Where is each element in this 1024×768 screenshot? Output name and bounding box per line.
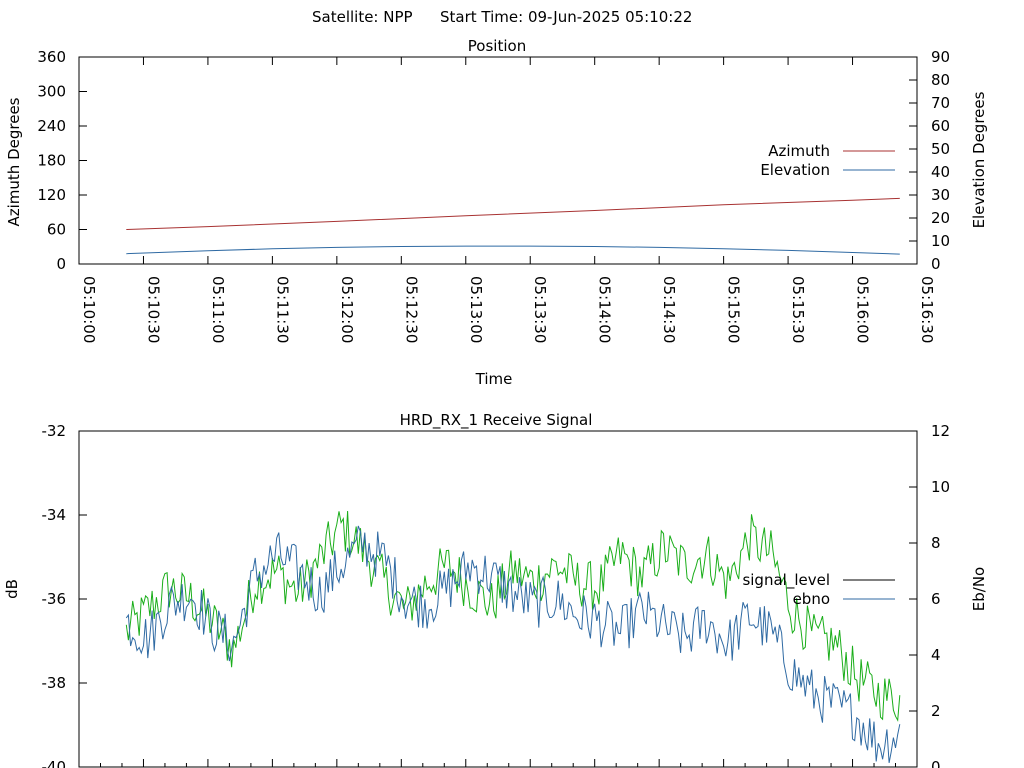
x-tick-label: 05:11:00 — [209, 276, 227, 343]
legend-label-elevation: Elevation — [760, 161, 830, 179]
position-legend: Azimuth Elevation — [760, 142, 895, 179]
x-tick-label: 05:12:00 — [338, 276, 356, 343]
signal-ebno-axis: 0 2 4 6 8 10 12 — [909, 422, 950, 768]
y2-tick-label: 60 — [931, 117, 950, 135]
y2-tick-label: 30 — [931, 186, 950, 204]
signal-legend: signal_level ebno — [742, 571, 895, 608]
x-tick-label: 05:13:30 — [531, 276, 549, 343]
series-line-elevation — [126, 245, 900, 255]
x-tick-label: 05:13:00 — [467, 276, 485, 343]
y-tick-label: 300 — [37, 83, 66, 101]
y-tick-label: -36 — [42, 590, 67, 608]
y2-tick-label: 80 — [931, 71, 950, 89]
legend-label-azimuth: Azimuth — [768, 142, 830, 160]
position-elevation-axis: 0 10 20 30 40 50 60 70 80 90 — [909, 48, 950, 273]
y2-tick-label: 40 — [931, 163, 950, 181]
position-y2-axis-label: Elevation Degrees — [970, 91, 988, 228]
y-tick-label: 240 — [37, 117, 66, 135]
x-tick-label: 05:10:30 — [144, 276, 162, 343]
y2-tick-label: 10 — [931, 232, 950, 250]
position-time-axis: 05:10:00 05:10:30 05:11:00 05:11:30 05:12:00… — [78, 57, 936, 343]
y-tick-label: 360 — [37, 48, 66, 66]
x-tick-label: 05:10:00 — [80, 276, 98, 343]
start-time-label: Start Time: 09-Jun-2025 05:10:22 — [440, 8, 692, 26]
y2-tick-label: 0 — [931, 758, 941, 768]
x-tick-label: 05:11:30 — [273, 276, 291, 343]
series-line-azimuth — [126, 197, 900, 230]
x-tick-label: 05:15:30 — [789, 276, 807, 343]
y2-tick-label: 2 — [931, 702, 941, 720]
signal-db-axis: -40 -38 -36 -34 -32 — [42, 422, 87, 768]
position-azimuth-axis: 0 60 120 180 240 300 360 — [37, 48, 87, 273]
satellite-label: Satellite: NPP — [312, 8, 413, 26]
signal-y2-axis-label: Eb/No — [970, 567, 988, 611]
x-tick-label: 05:15:00 — [725, 276, 743, 343]
y-tick-label: 120 — [37, 186, 66, 204]
y-tick-label: 180 — [37, 152, 66, 170]
y2-tick-label: 8 — [931, 534, 941, 552]
position-x-axis-label: Time — [475, 370, 513, 388]
position-chart-title: Position — [468, 37, 526, 55]
x-tick-label: 05:14:30 — [660, 276, 678, 343]
x-tick-label: 05:16:30 — [918, 276, 936, 343]
y2-tick-label: 90 — [931, 48, 950, 66]
y-tick-label: -40 — [42, 758, 67, 768]
series-line-trace-2 — [125, 510, 901, 722]
x-tick-label: 05:16:00 — [854, 276, 872, 343]
legend-label-ebno: ebno — [793, 590, 830, 608]
position-y-axis-label: Azimuth Degrees — [5, 97, 23, 226]
y2-tick-label: 6 — [931, 590, 941, 608]
y2-tick-label: 70 — [931, 94, 950, 112]
y-tick-label: -32 — [42, 422, 67, 440]
position-series-lines — [126, 197, 900, 255]
series-line-ebno — [125, 525, 901, 763]
signal-series-lines — [125, 510, 901, 763]
signal-chart: HRD_RX_1 Receive Signal -40-38-36-34-32 … — [3, 411, 988, 768]
position-chart: Position 0 60 120 180 240 300 360 0 10 20 30 40 50 6… — [5, 37, 988, 388]
y2-tick-label: 20 — [931, 209, 950, 227]
legend-label-signal-level: signal_level — [742, 571, 830, 590]
x-tick-label: 05:12:30 — [402, 276, 420, 343]
y-tick-label: 60 — [47, 221, 66, 239]
y2-tick-label: 0 — [931, 255, 941, 273]
y-tick-label: 0 — [56, 255, 66, 273]
y2-tick-label: 12 — [931, 422, 950, 440]
y-tick-label: -38 — [42, 674, 67, 692]
x-tick-label: 05:14:00 — [596, 276, 614, 343]
y-tick-label: -34 — [42, 506, 67, 524]
signal-y-axis-label: dB — [3, 579, 21, 599]
y2-tick-label: 4 — [931, 646, 941, 664]
y2-tick-label: 10 — [931, 478, 950, 496]
signal-time-ticks — [78, 759, 918, 767]
signal-chart-title: HRD_RX_1 Receive Signal — [400, 411, 593, 430]
y2-tick-label: 50 — [931, 140, 950, 158]
